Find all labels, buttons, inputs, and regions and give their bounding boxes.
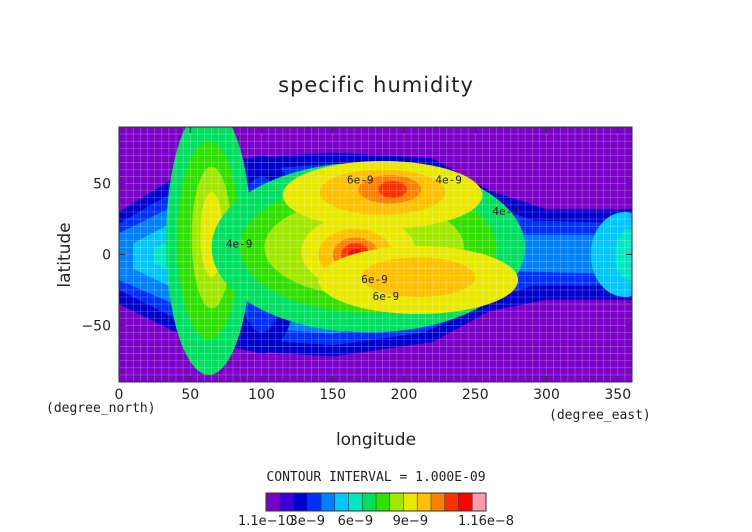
colorbar-swatch: [307, 493, 322, 511]
grid-lines: [119, 127, 632, 382]
x-tick-label: 300: [533, 387, 560, 403]
colorbar-swatch: [348, 493, 363, 511]
colorbar-swatch: [472, 493, 487, 511]
x-tick-label: 50: [181, 387, 199, 403]
contour-label: 4e-9: [226, 237, 253, 250]
colorbar-tick-label: 1.16e−8: [458, 514, 514, 529]
x-axis-label: longitude: [336, 430, 416, 450]
x-tick-label: 200: [391, 387, 418, 403]
plot-area: 6e-9 4e-9 4e-9 6e-9 6e-9 4e-9: [119, 127, 632, 382]
colorbar-swatch: [362, 493, 377, 511]
contour-bands: [119, 127, 632, 375]
x-tick-label: 100: [248, 387, 275, 403]
contour-label: 6e-9: [373, 290, 400, 303]
colorbar: [265, 492, 487, 512]
colorbar-swatch: [293, 493, 308, 511]
colorbar-tick-label: 6e−9: [338, 514, 373, 529]
colorbar-swatch: [334, 493, 349, 511]
colorbar-swatch: [417, 493, 432, 511]
y-tick-label: 0: [102, 248, 111, 264]
colorbar-swatch: [266, 493, 281, 511]
contour-band: [614, 229, 632, 280]
y-axis: −50 0 50: [81, 177, 632, 334]
colorbar-tick-label: 1.1e−10: [238, 514, 294, 529]
colorbar-tick-label: 9e−9: [393, 514, 428, 529]
contour-label: 6e-9: [347, 174, 374, 187]
y-axis-label: latitude: [55, 222, 75, 287]
colorbar-swatch: [279, 493, 294, 511]
colorbar-swatch: [389, 493, 404, 511]
colorbar-swatch: [444, 493, 459, 511]
colorbar-swatch: [376, 493, 391, 511]
contour-band: [361, 257, 476, 297]
colorbar-swatch: [403, 493, 418, 511]
x-tick-label: 250: [462, 387, 489, 403]
x-tick-label: 350: [604, 387, 631, 403]
contour-label: 4e-9: [435, 174, 462, 187]
colorbar-swatch: [321, 493, 336, 511]
contour-label: 4e-9: [492, 205, 518, 218]
x-unit-label: (degree_east): [549, 408, 651, 423]
colorbar-tick-label: 3e−9: [290, 514, 325, 529]
y-tick-label: 50: [93, 177, 111, 193]
chart-title: specific humidity: [278, 73, 474, 97]
y-tick-label: −50: [81, 318, 111, 334]
x-axis: 0 50 100 150 200 250 300 350: [115, 127, 631, 403]
colorbar-swatch: [458, 493, 473, 511]
contour-label: 6e-9: [361, 273, 388, 286]
contour-labels: 6e-9 4e-9 4e-9 6e-9 6e-9 4e-9: [226, 174, 519, 303]
y-unit-label: (degree_north): [46, 401, 156, 416]
colorbar-swatch: [431, 493, 446, 511]
contour-interval-text: CONTOUR INTERVAL = 1.000E-09: [266, 470, 485, 485]
x-tick-label: 0: [115, 387, 124, 403]
x-tick-label: 150: [319, 387, 346, 403]
contour-band: [378, 180, 407, 198]
